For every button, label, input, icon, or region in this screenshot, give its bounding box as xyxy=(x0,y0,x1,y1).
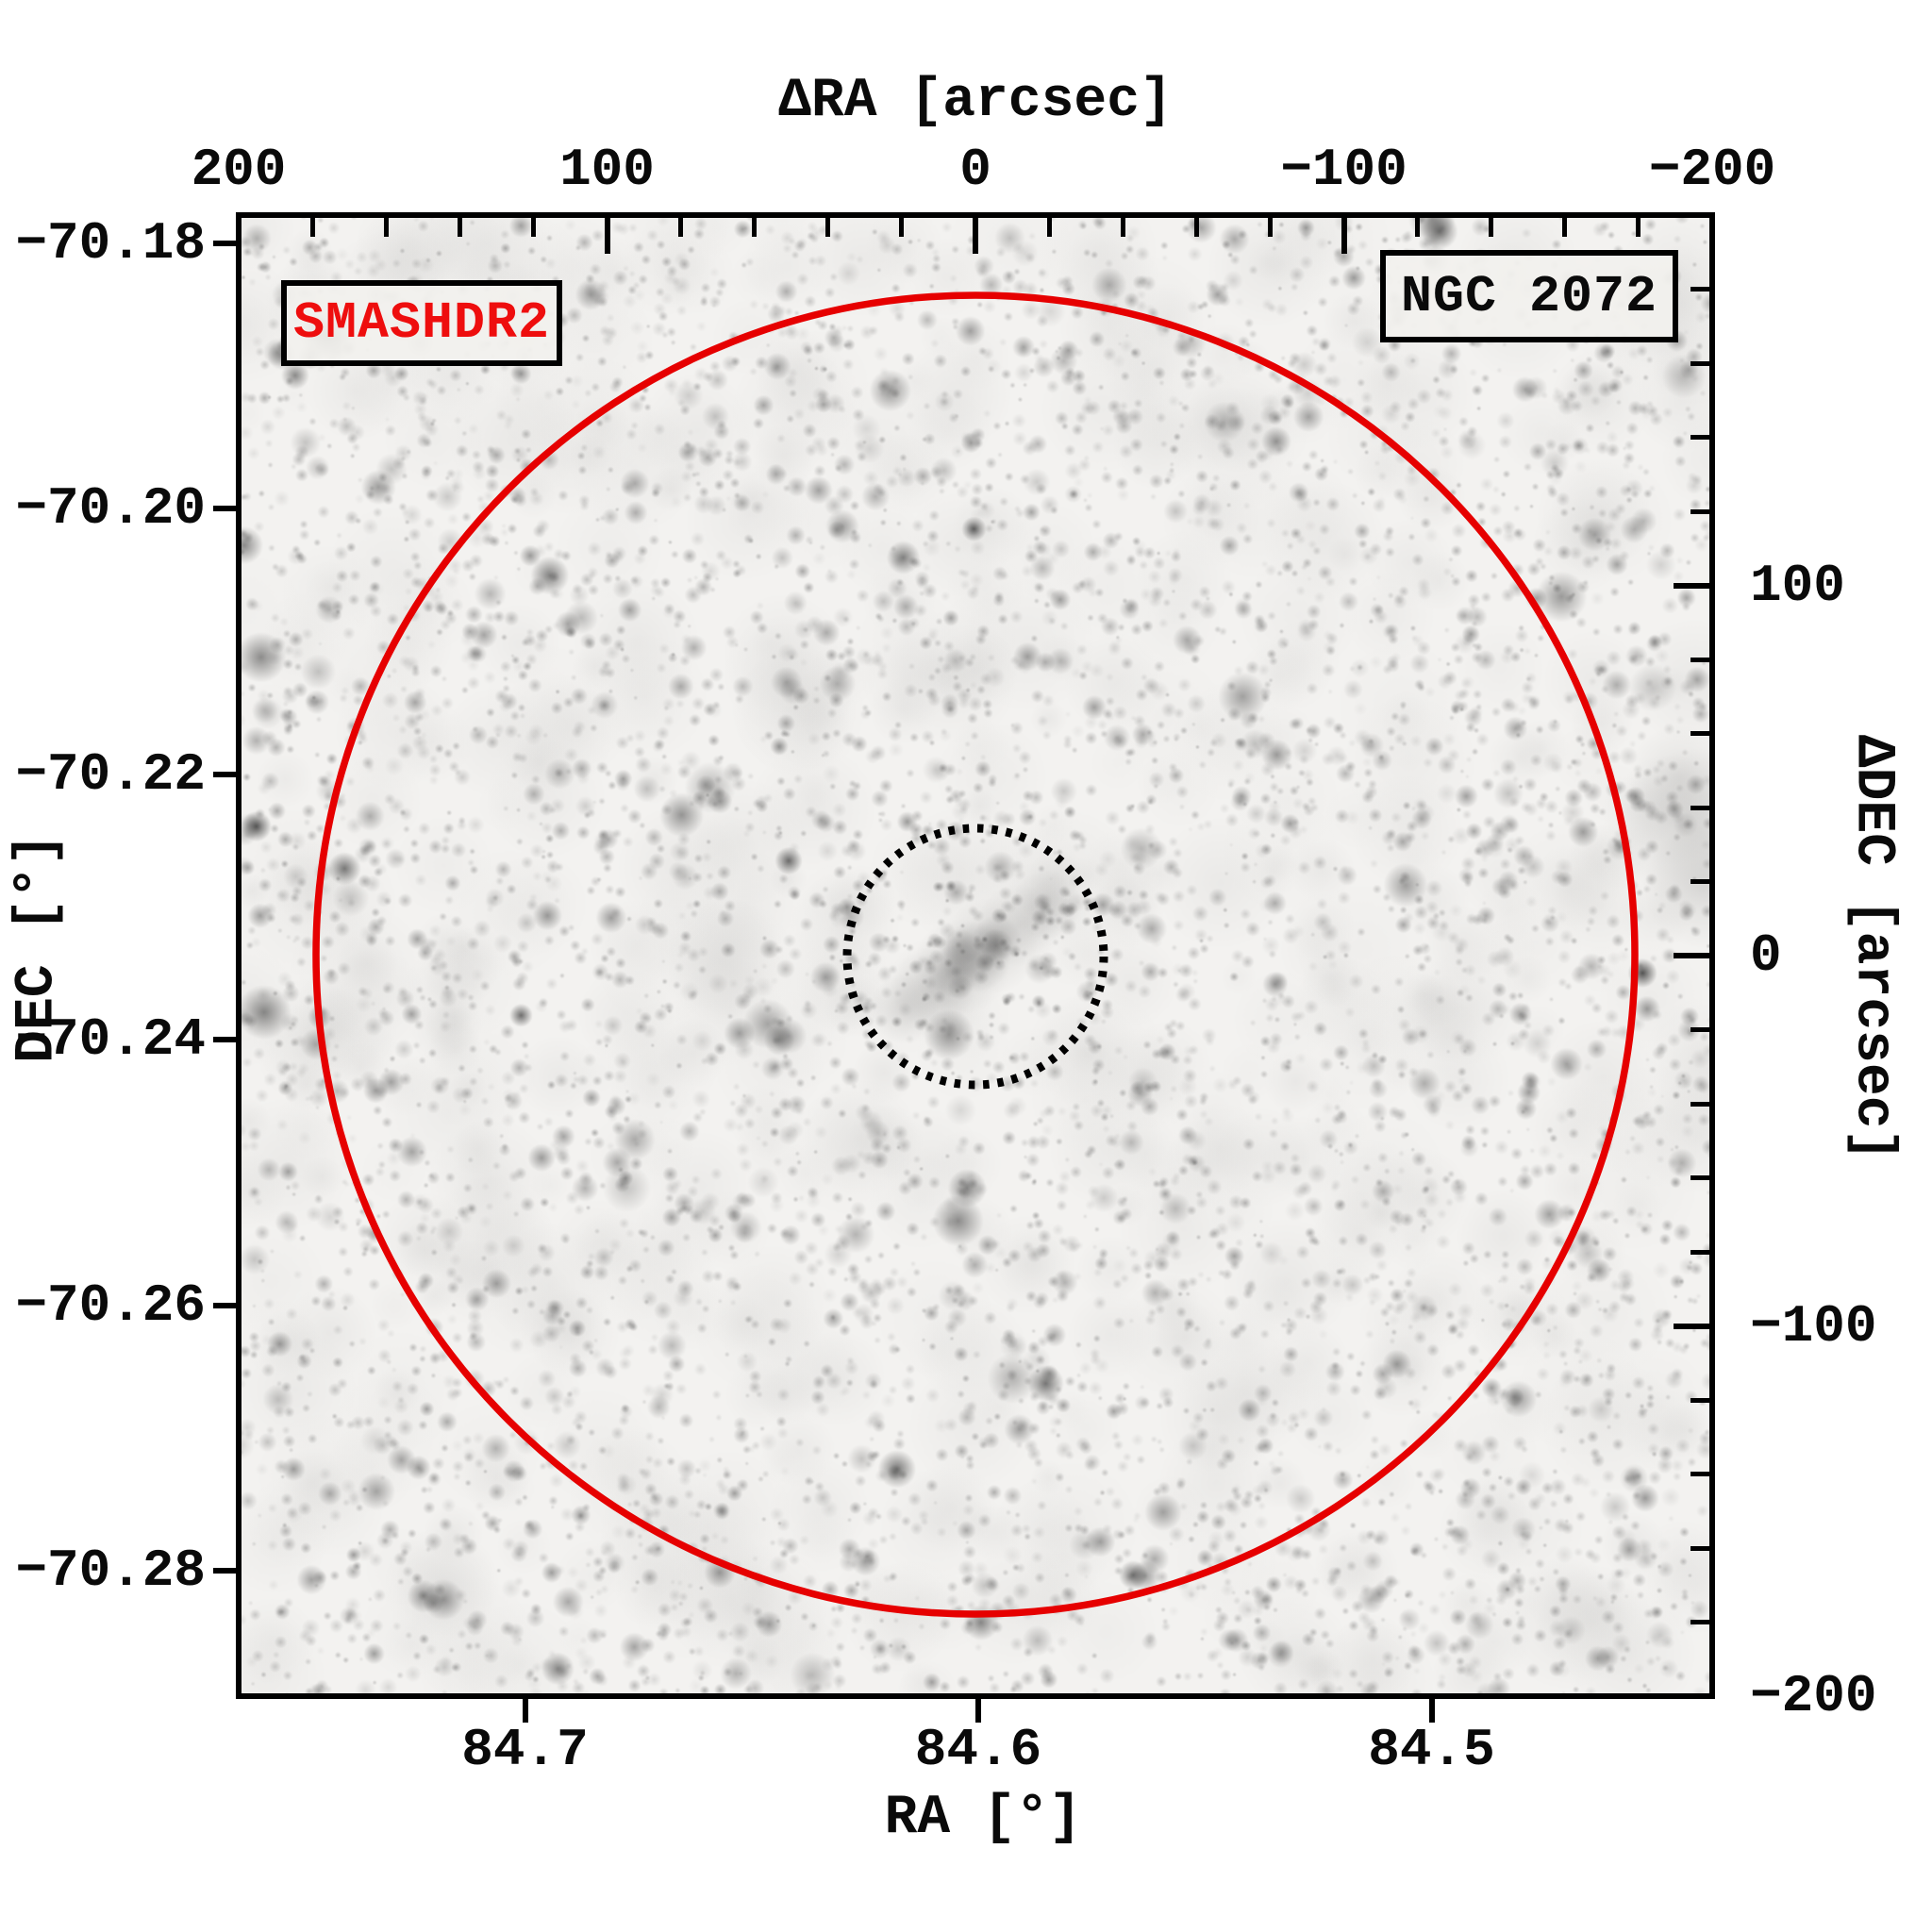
object-badge: NGC 2072 xyxy=(1380,250,1678,342)
overlay-circles xyxy=(312,291,1639,1618)
right-minor-tick xyxy=(1690,805,1709,810)
top-minor-tick xyxy=(1415,218,1421,237)
top-tick-label: 200 xyxy=(191,140,287,200)
left-major-tick xyxy=(213,1568,239,1574)
right-tick-label: 0 xyxy=(1750,925,1782,986)
top-minor-tick xyxy=(1193,218,1199,237)
bottom-axis-title: RA [°] xyxy=(884,1788,1082,1849)
right-minor-tick xyxy=(1690,1620,1709,1624)
top-major-tick xyxy=(236,218,242,254)
top-minor-tick xyxy=(530,218,536,237)
starfield-image xyxy=(239,215,1712,1696)
top-minor-tick xyxy=(1489,218,1494,237)
survey-badge: SMASHDR2 xyxy=(281,280,562,366)
top-tick-label: 100 xyxy=(559,140,655,200)
object-badge-label: NGC 2072 xyxy=(1400,266,1658,326)
right-major-tick xyxy=(1674,1323,1709,1329)
top-tick-label: 0 xyxy=(959,140,991,200)
cluster-aperture-circle xyxy=(842,824,1108,1090)
right-major-tick xyxy=(1674,1693,1709,1699)
bottom-tick-label: 84.6 xyxy=(914,1720,1042,1780)
left-tick-label: −70.24 xyxy=(15,1009,206,1071)
bottom-major-tick xyxy=(975,1696,981,1723)
top-minor-tick xyxy=(457,218,462,237)
top-axis-title: ΔRA [arcsec] xyxy=(778,71,1173,132)
top-minor-tick xyxy=(309,218,315,237)
right-minor-tick xyxy=(1690,1397,1709,1403)
right-tick-label: −200 xyxy=(1750,1666,1877,1726)
right-major-tick xyxy=(1674,953,1709,958)
left-tick-label: −70.28 xyxy=(15,1541,206,1601)
left-tick-label: −70.18 xyxy=(15,213,206,274)
top-minor-tick xyxy=(1562,218,1568,237)
right-minor-tick xyxy=(1690,1472,1709,1476)
top-major-tick xyxy=(1709,218,1715,254)
right-minor-tick xyxy=(1690,508,1709,514)
bottom-major-tick xyxy=(522,1696,528,1723)
top-minor-tick xyxy=(1636,218,1641,237)
left-major-tick xyxy=(213,1302,239,1308)
right-minor-tick xyxy=(1690,879,1709,884)
top-tick-label: −100 xyxy=(1280,140,1407,200)
right-minor-tick xyxy=(1690,1027,1709,1032)
right-minor-tick xyxy=(1690,287,1709,291)
top-major-tick xyxy=(1341,218,1347,254)
right-tick-label: 100 xyxy=(1750,555,1845,616)
right-major-tick xyxy=(1674,582,1709,589)
right-minor-tick xyxy=(1690,1545,1709,1551)
right-minor-tick xyxy=(1690,731,1709,736)
survey-badge-label: SMASHDR2 xyxy=(292,293,551,353)
left-major-tick xyxy=(213,241,239,246)
top-minor-tick xyxy=(752,218,758,237)
left-tick-label: −70.20 xyxy=(15,478,206,540)
right-minor-tick xyxy=(1690,1249,1709,1255)
right-minor-tick xyxy=(1690,657,1709,662)
bottom-major-tick xyxy=(1428,1696,1435,1723)
right-minor-tick xyxy=(1690,1101,1709,1107)
bottom-tick-label: 84.5 xyxy=(1368,1720,1495,1780)
right-minor-tick xyxy=(1690,360,1709,366)
top-tick-label: −200 xyxy=(1648,140,1776,200)
top-minor-tick xyxy=(678,218,684,237)
left-tick-label: −70.26 xyxy=(15,1274,206,1336)
left-major-tick xyxy=(213,771,239,777)
tidal-radius-circle xyxy=(312,291,1639,1618)
right-minor-tick xyxy=(1690,435,1709,440)
left-major-tick xyxy=(213,506,239,512)
left-tick-label: −70.22 xyxy=(15,743,206,805)
top-minor-tick xyxy=(1120,218,1125,237)
top-minor-tick xyxy=(1267,218,1273,237)
right-tick-label: −100 xyxy=(1750,1295,1877,1357)
top-minor-tick xyxy=(383,218,389,237)
right-minor-tick xyxy=(1690,1175,1709,1180)
bottom-tick-label: 84.7 xyxy=(461,1720,589,1780)
left-major-tick xyxy=(213,1037,239,1043)
top-minor-tick xyxy=(825,218,831,237)
top-minor-tick xyxy=(899,218,905,237)
top-major-tick xyxy=(604,218,610,254)
top-minor-tick xyxy=(1046,218,1052,237)
top-major-tick xyxy=(973,218,978,254)
